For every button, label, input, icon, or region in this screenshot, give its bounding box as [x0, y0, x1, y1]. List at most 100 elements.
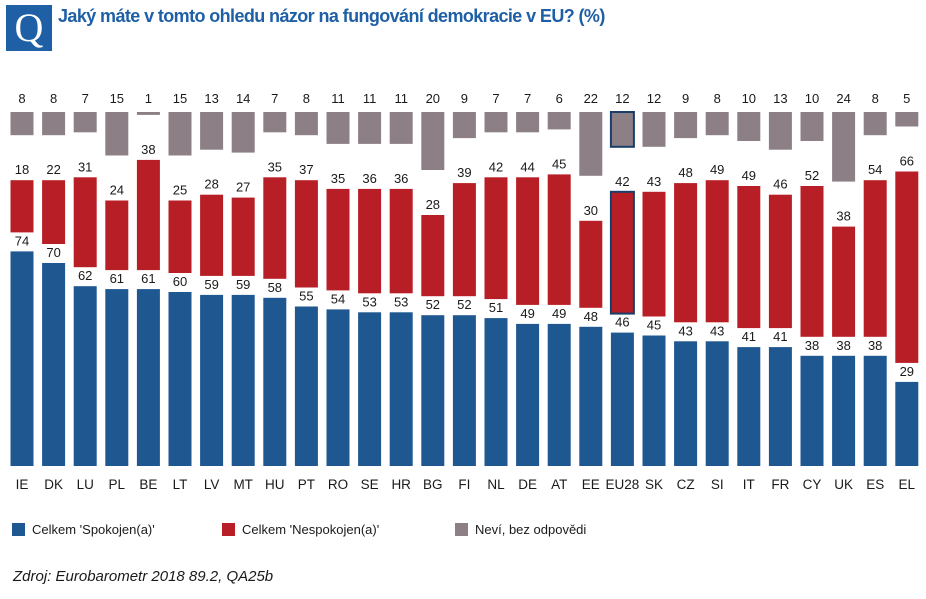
bar-dissatisfied-eu28	[609, 190, 635, 315]
bar-satisfied-eu28	[610, 332, 634, 466]
label-dissatisfied-eu28: 42	[615, 174, 629, 189]
label-satisfied-si: 43	[710, 323, 724, 338]
category-label-ee: EE	[582, 477, 600, 492]
bar-dontknow-it	[737, 112, 761, 141]
label-satisfied-ro: 54	[331, 291, 345, 306]
label-satisfied-cy: 38	[805, 338, 819, 353]
category-label-lv: LV	[204, 477, 220, 492]
bar-dissatisfied-hr	[389, 188, 413, 294]
bar-dontknow-lv	[200, 112, 224, 150]
bar-dissatisfied-el	[895, 171, 919, 363]
label-satisfied-lt: 60	[173, 274, 187, 289]
bar-dissatisfied-cz	[674, 183, 698, 323]
label-dontknow-lt: 15	[173, 91, 187, 106]
label-satisfied-hr: 53	[394, 294, 408, 309]
bar-satisfied-fi	[452, 315, 476, 466]
category-label-at: AT	[551, 477, 567, 492]
category-label-lt: LT	[173, 477, 188, 492]
label-dissatisfied-dk: 22	[46, 162, 60, 177]
legend-dontknow: Neví, bez odpovědi	[455, 522, 586, 537]
label-satisfied-fr: 41	[773, 329, 787, 344]
label-dontknow-sk: 12	[647, 91, 661, 106]
bar-dissatisfied-fr	[768, 194, 792, 329]
label-satisfied-se: 53	[362, 294, 376, 309]
bar-dissatisfied-lv	[200, 194, 224, 276]
label-satisfied-lv: 59	[204, 277, 218, 292]
label-dissatisfied-de: 44	[520, 159, 534, 174]
label-satisfied-lu: 62	[78, 268, 92, 283]
bar-satisfied-pl	[105, 289, 129, 466]
bar-satisfied-lu	[73, 286, 97, 466]
label-satisfied-sk: 45	[647, 318, 661, 333]
bar-dissatisfied-mt	[231, 197, 255, 276]
bar-chart: 74188IE70228DK62317LU612415PL61381BE6025…	[10, 91, 919, 492]
bar-dissatisfied-pl	[105, 200, 129, 271]
legend-dissatisfied: Celkem 'Nespokojen(a)'	[222, 522, 379, 537]
label-satisfied-at: 49	[552, 306, 566, 321]
bar-dontknow-ee	[579, 112, 603, 176]
label-dontknow-pl: 15	[110, 91, 124, 106]
legend-dissatisfied-label: Celkem 'Nespokojen(a)'	[242, 522, 380, 537]
bar-dissatisfied-dk	[42, 180, 66, 244]
bar-dontknow-fi	[452, 112, 476, 139]
bar-satisfied-mt	[231, 294, 255, 466]
label-satisfied-hu: 58	[268, 280, 282, 295]
bar-dontknow-el	[895, 112, 919, 127]
bar-satisfied-it	[737, 347, 761, 466]
category-label-hr: HR	[391, 477, 411, 492]
label-satisfied-es: 38	[868, 338, 882, 353]
label-dontknow-uk: 24	[836, 91, 850, 106]
label-satisfied-mt: 59	[236, 277, 250, 292]
label-satisfied-fi: 52	[457, 297, 471, 312]
bar-satisfied-lt	[168, 292, 192, 466]
category-label-de: DE	[518, 477, 537, 492]
bar-dontknow-uk	[832, 112, 856, 182]
legend-dontknow-swatch	[455, 523, 468, 536]
category-label-lu: LU	[77, 477, 94, 492]
category-label-hu: HU	[265, 477, 285, 492]
category-label-se: SE	[361, 477, 379, 492]
label-dontknow-lu: 7	[82, 91, 89, 106]
label-satisfied-el: 29	[900, 364, 914, 379]
bar-dontknow-pt	[294, 112, 318, 136]
bar-satisfied-ee	[579, 326, 603, 466]
legend-satisfied-swatch	[12, 523, 25, 536]
bar-satisfied-de	[516, 323, 540, 466]
bar-dissatisfied-fi	[452, 183, 476, 297]
q-logo: Q	[6, 5, 52, 51]
bar-dissatisfied-de	[516, 177, 540, 305]
bar-dontknow-hu	[263, 112, 287, 133]
category-label-es: ES	[866, 477, 884, 492]
label-satisfied-nl: 51	[489, 300, 503, 315]
bar-satisfied-nl	[484, 318, 508, 466]
label-satisfied-eu28: 46	[615, 315, 629, 330]
bar-dontknow-lu	[73, 112, 97, 133]
label-satisfied-pl: 61	[110, 271, 124, 286]
label-dontknow-mt: 14	[236, 91, 250, 106]
source-note: Zdroj: Eurobarometr 2018 89.2, QA25b	[13, 568, 274, 585]
label-dissatisfied-hr: 36	[394, 171, 408, 186]
bar-dontknow-de	[516, 112, 540, 133]
label-satisfied-dk: 70	[46, 245, 60, 260]
label-dontknow-fi: 9	[461, 91, 468, 106]
label-dontknow-pt: 8	[303, 91, 310, 106]
bar-dontknow-cy	[800, 112, 824, 141]
label-dissatisfied-pt: 37	[299, 162, 313, 177]
bar-dissatisfied-ee	[579, 220, 603, 308]
label-satisfied-uk: 38	[836, 338, 850, 353]
legend-dissatisfied-swatch	[222, 523, 235, 536]
label-dontknow-ie: 8	[18, 91, 25, 106]
label-dontknow-si: 8	[714, 91, 721, 106]
label-dissatisfied-lv: 28	[204, 177, 218, 192]
label-satisfied-de: 49	[520, 306, 534, 321]
label-satisfied-bg: 52	[426, 297, 440, 312]
bar-dontknow-si	[705, 112, 729, 136]
bar-satisfied-ie	[10, 251, 34, 466]
label-dontknow-ee: 22	[584, 91, 598, 106]
label-dontknow-eu28: 12	[615, 91, 629, 106]
bar-dissatisfied-at	[547, 174, 571, 305]
label-dontknow-se: 11	[363, 91, 377, 106]
label-dissatisfied-lt: 25	[173, 183, 187, 198]
category-label-eu28: EU28	[606, 477, 640, 492]
label-satisfied-ee: 48	[584, 309, 598, 324]
